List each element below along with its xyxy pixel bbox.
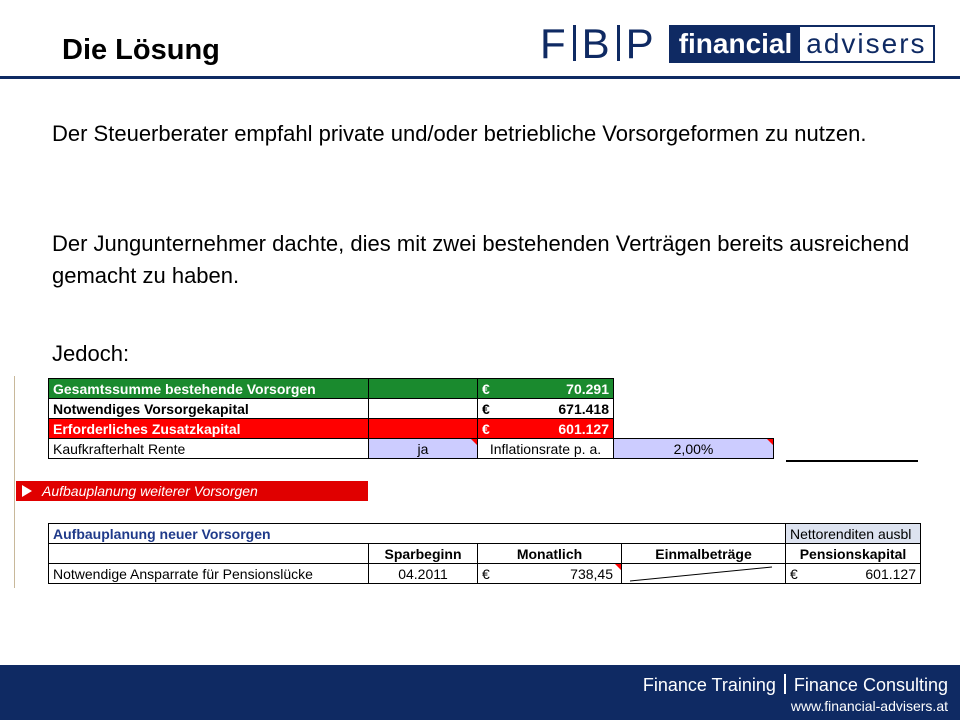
logo-wordmark: financial advisers [668,25,935,63]
paragraph-3: Jedoch: [52,341,130,366]
paragraph-2: Der Jungunternehmer dachte, dies mit zwe… [52,231,910,288]
arrow-right-icon [22,485,32,497]
row-end-line [786,460,918,462]
table-row: Notwendige Ansparrate für Pensionslücke … [48,563,921,584]
strike-line [629,566,773,582]
page-title: Die Lösung [62,34,220,66]
table-row: Notwendiges Vorsorgekapital €671.418 [48,398,774,419]
footer-url[interactable]: www.financial-advisers.at [790,698,948,714]
inflation-rate-cell[interactable]: 2,00% [613,438,774,459]
table-row: Gesamtssumme bestehende Vorsorgen €70.29… [48,378,774,399]
summary-table: Gesamtssumme bestehende Vorsorgen €70.29… [48,378,774,459]
title-rule [0,76,960,79]
table-header-row: Sparbeginn Monatlich Einmalbeträge Pensi… [48,543,921,564]
table-row: Kaufkrafterhalt Rente ja Inflationsrate … [48,438,774,459]
sheet-edge [14,376,15,588]
table-row: Aufbauplanung neuer Vorsorgen Nettorendi… [48,523,921,544]
footer-training: Finance Training [642,675,776,695]
section-bar: Aufbauplanung weiterer Vorsorgen [16,481,368,501]
footer-consulting: Finance Consulting [793,675,948,695]
planning-table: Aufbauplanung neuer Vorsorgen Nettorendi… [48,523,921,584]
footer: Finance Training Finance Consulting www.f… [0,665,960,720]
einmalbetraege-cell[interactable] [621,563,786,584]
kaufkraft-value-cell[interactable]: ja [368,438,478,459]
table-row: Erforderliches Zusatzkapital €601.127 [48,418,774,439]
paragraph-1: Der Steuerberater empfahl private und/od… [52,121,867,146]
